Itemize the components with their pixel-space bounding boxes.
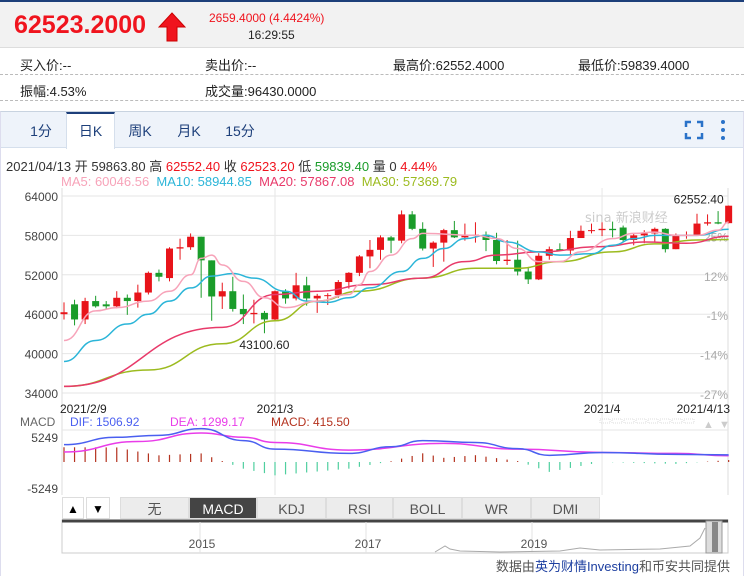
- up-arrow-icon: [158, 12, 186, 42]
- tab-boll[interactable]: BOLL: [393, 497, 462, 519]
- period-tabs: 1分 日K 周K 月K 15分: [1, 112, 743, 149]
- ma30-legend: MA30: 57369.79: [361, 174, 458, 189]
- footer-suffix: 和币安共同提供: [638, 559, 730, 574]
- ma-legend: MA5: 60046.56 MA10: 58944.85 MA20: 57867…: [61, 174, 457, 189]
- quote-header: 62523.2000 2659.4000 (4.4424%) 16:29:55: [0, 2, 744, 48]
- ma5-legend: MA5: 60046.56: [61, 174, 150, 189]
- high-label: 高: [149, 159, 163, 174]
- close-label: 收: [223, 159, 237, 174]
- tab-dmi[interactable]: DMI: [531, 497, 600, 519]
- fullscreen-icon[interactable]: [684, 120, 704, 140]
- current-price: 62523.2000: [14, 11, 147, 39]
- tab-monthly[interactable]: 月K: [177, 123, 201, 139]
- low-price: 最低价:59839.4000: [578, 58, 690, 73]
- tab-macd[interactable]: MACD: [189, 497, 257, 519]
- ohlc-readout: 2021/04/13 开 59863.80 高 62552.40 收 62523…: [6, 156, 437, 175]
- pct-value: 4.44%: [400, 159, 438, 174]
- chart-panel: 1分 日K 周K 月K 15分 2021/04/13 开 59863.80 高 …: [0, 111, 744, 576]
- info-row-1: 买入价:-- 卖出价:-- 最高价:62552.4000 最低价:59839.4…: [0, 49, 744, 75]
- ask-price: 卖出价:--: [205, 58, 257, 73]
- ohlc-date: 2021/04/13: [6, 159, 72, 174]
- tab-kdj[interactable]: KDJ: [257, 497, 326, 519]
- volume: 成交量:96430.0000: [205, 84, 317, 99]
- tab-weekly[interactable]: 周K: [128, 123, 152, 139]
- price-change: 2659.4000 (4.4424%): [209, 11, 325, 25]
- ma20-legend: MA20: 57867.08: [259, 174, 355, 189]
- open-label: 开: [74, 159, 88, 174]
- vol-label: 量: [372, 159, 386, 174]
- bid-price: 买入价:--: [20, 58, 72, 73]
- more-vertical-icon[interactable]: [718, 119, 728, 141]
- high-price: 最高价:62552.4000: [393, 58, 505, 73]
- tab-1min[interactable]: 1分: [30, 123, 52, 139]
- tab-none[interactable]: 无: [120, 497, 189, 519]
- scroll-up-button[interactable]: ▲: [62, 497, 84, 519]
- open-value: 59863.80: [91, 159, 146, 174]
- footer-prefix: 数据由: [495, 559, 535, 574]
- low-label: 低: [298, 159, 312, 174]
- amplitude: 振幅:4.53%: [20, 84, 87, 99]
- tab-15min[interactable]: 15分: [225, 123, 255, 139]
- info-row-2: 振幅:4.53% 成交量:96430.0000: [0, 75, 744, 101]
- data-source-footer: 数据由英为财情Investing和币安共同提供: [496, 556, 730, 575]
- tab-daily[interactable]: 日K: [66, 112, 115, 149]
- tab-wr[interactable]: WR: [462, 497, 531, 519]
- close-value: 62523.20: [240, 159, 295, 174]
- vol-value: 0: [389, 159, 397, 174]
- scroll-down-button[interactable]: ▼: [86, 497, 110, 519]
- investing-link[interactable]: 英为财情Investing: [534, 559, 639, 574]
- high-value: 62552.40: [165, 159, 221, 174]
- top-accent-line: [0, 0, 744, 2]
- low-value: 59839.40: [314, 159, 370, 174]
- ma10-legend: MA10: 58944.85: [156, 174, 252, 189]
- quote-time: 16:29:55: [248, 28, 295, 42]
- tab-rsi[interactable]: RSI: [326, 497, 393, 519]
